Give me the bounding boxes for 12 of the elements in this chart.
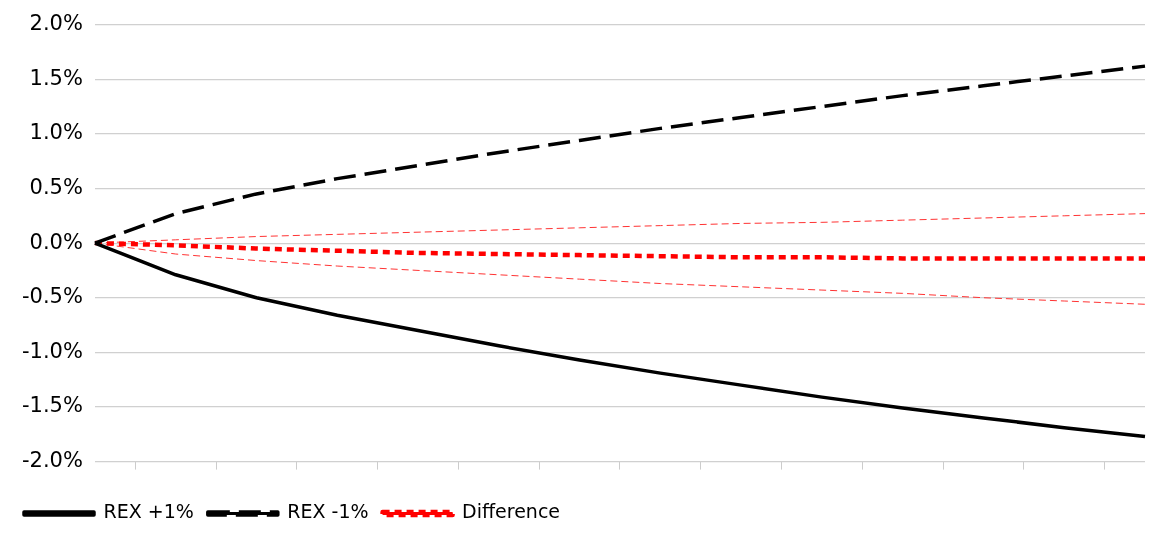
y-tick-label: -2.0%	[21, 448, 83, 473]
y-tick-label: -1.0%	[21, 338, 83, 363]
y-tick-label: 1.5%	[29, 65, 83, 90]
legend-label: REX +1%	[103, 500, 194, 523]
y-tick-label: 2.0%	[29, 11, 83, 36]
y-tick-label: -1.5%	[21, 393, 83, 418]
legend-label: Difference	[462, 500, 561, 523]
y-tick-label: 1.0%	[29, 120, 83, 145]
y-tick-label: -0.5%	[21, 284, 83, 309]
y-tick-label: 0.0%	[29, 229, 83, 254]
legend-label: REX -1%	[287, 500, 369, 523]
y-tick-label: 0.5%	[29, 174, 83, 199]
